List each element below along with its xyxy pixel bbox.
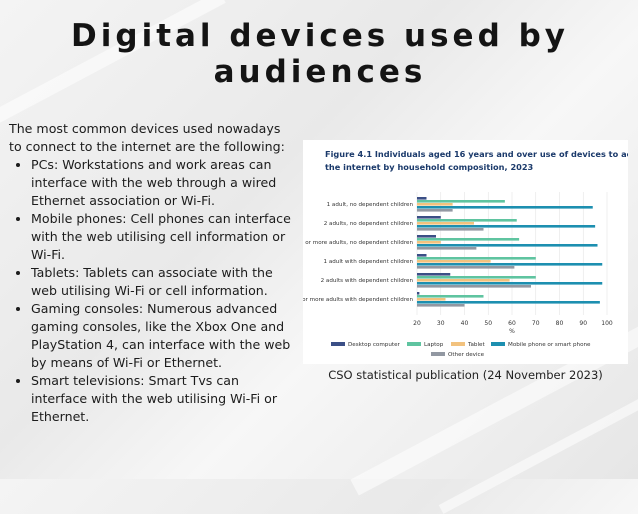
bar — [417, 235, 436, 238]
x-tick-label: 90 — [579, 320, 587, 327]
bar — [417, 219, 517, 222]
slide-title: Digital devices used by audiences — [71, 18, 569, 90]
x-tick-label: 70 — [532, 320, 540, 327]
bar — [417, 263, 603, 266]
bar — [417, 279, 510, 282]
list-item: Gaming consoles: Numerous advanced gamin… — [31, 300, 294, 372]
bar — [417, 301, 600, 304]
bar — [417, 260, 491, 263]
bar — [417, 228, 484, 231]
bar — [417, 203, 453, 206]
bar — [417, 273, 451, 276]
chart-title-line2: the internet by household composition, 2… — [325, 162, 534, 172]
x-axis-label: % — [509, 328, 515, 335]
x-tick-label: 40 — [461, 320, 469, 327]
x-tick-label: 30 — [437, 320, 445, 327]
legend-label: Desktop computer — [348, 342, 401, 348]
category-label: 2 adults, no dependent children — [324, 221, 414, 227]
chart-title-line1: Figure 4.1 Individuals aged 16 years and… — [325, 149, 628, 159]
bar — [417, 200, 505, 203]
bar — [417, 266, 515, 269]
bar — [417, 238, 520, 241]
x-tick-label: 20 — [413, 320, 421, 327]
bar — [417, 282, 603, 285]
bar — [417, 197, 427, 200]
bar — [417, 295, 484, 298]
category-label: 3 or more adults, no dependent children — [303, 240, 413, 246]
bar — [417, 257, 536, 260]
bar — [417, 254, 427, 257]
legend-label: Other device — [448, 352, 485, 358]
x-tick-label: 80 — [556, 320, 564, 327]
bar — [417, 225, 596, 228]
bar — [417, 276, 536, 279]
list-item: PCs: Workstations and work areas can int… — [31, 156, 294, 210]
bar — [417, 241, 441, 244]
intro-text: The most common devices used nowadays to… — [9, 121, 285, 154]
body-text: The most common devices used nowadays to… — [9, 120, 294, 426]
x-tick-label: 60 — [508, 320, 516, 327]
chart-svg: Figure 4.1 Individuals aged 16 years and… — [297, 149, 638, 358]
bar — [417, 292, 420, 295]
legend-swatch — [491, 342, 505, 346]
bar — [417, 216, 441, 219]
category-label: 1 adult with dependent children — [323, 259, 413, 265]
bar — [417, 285, 531, 288]
category-label: 1 adult, no dependent children — [327, 202, 414, 208]
legend-label: Laptop — [424, 342, 444, 348]
device-list: PCs: Workstations and work areas can int… — [9, 156, 294, 426]
legend-swatch — [331, 342, 345, 346]
bar — [417, 206, 593, 209]
bar — [417, 244, 598, 247]
category-label: 3 or more adults with dependent children — [303, 297, 413, 303]
bar — [417, 247, 477, 250]
legend-swatch — [431, 352, 445, 356]
bar — [417, 298, 446, 301]
legend-swatch — [407, 342, 421, 346]
category-label: 2 adults with dependent children — [321, 278, 414, 284]
list-item: Mobile phones: Cell phones can interface… — [31, 210, 294, 264]
list-item: Tablets: Tablets can associate with the … — [31, 264, 294, 300]
bar — [417, 304, 465, 307]
list-item: Smart televisions: Smart Tvs can interfa… — [31, 372, 294, 426]
legend-swatch — [451, 342, 465, 346]
legend-label: Mobile phone or smart phone — [508, 342, 591, 348]
bar — [417, 222, 474, 225]
bar — [417, 209, 453, 212]
chart-figure: Figure 4.1 Individuals aged 16 years and… — [297, 140, 638, 364]
x-tick-label: 50 — [484, 320, 492, 327]
chart-caption: CSO statistical publication (24 November… — [328, 368, 603, 382]
x-tick-label: 100 — [601, 320, 613, 327]
legend-label: Tablet — [467, 342, 485, 348]
